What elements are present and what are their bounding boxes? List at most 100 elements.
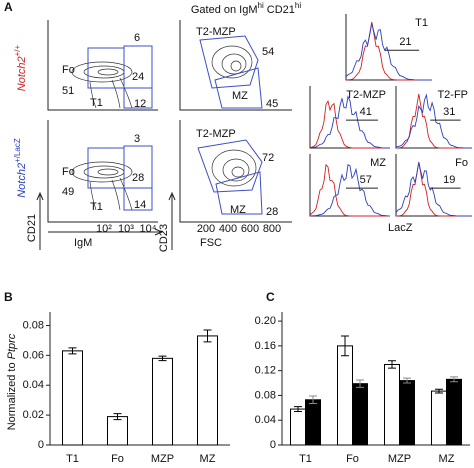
plot-axis (179, 20, 292, 111)
bar (431, 390, 447, 446)
tick-label: 10² (96, 223, 112, 235)
y-tick-label: 0.08 (23, 319, 44, 331)
panel-label: B (4, 290, 13, 304)
tick-label: 800 (263, 223, 281, 235)
tick-label: 10⁴ (140, 223, 157, 235)
gene: Notch2 (16, 56, 28, 91)
hist-name: T2-FP (437, 89, 468, 101)
gate-name: MZ (230, 204, 246, 216)
axis-arrow (168, 191, 176, 250)
panel-label: A (4, 0, 13, 14)
axis-label: CD23 (158, 224, 170, 252)
gate-text: Gated on IgM (191, 4, 258, 16)
tick-label: 600 (241, 223, 259, 235)
gate-pct: 6 (134, 32, 140, 44)
error-bar (158, 355, 167, 362)
error-bar (341, 335, 349, 357)
bar (197, 335, 218, 446)
hist-curve (309, 163, 390, 217)
hist-pct: 41 (360, 106, 372, 118)
error-bar (450, 376, 458, 383)
hist-curve (395, 93, 472, 149)
y-tick-label: 0.16 (255, 340, 276, 352)
gate-pct: 51 (62, 85, 74, 97)
y-tick-label: 0.12 (255, 365, 276, 377)
hist-curve (309, 100, 390, 149)
x-tick-label: T1 (66, 453, 79, 465)
contours (71, 45, 257, 211)
y-tick-label: 0.06 (23, 349, 44, 361)
error-bar (113, 413, 122, 421)
hist-name: MZ (370, 157, 386, 169)
gate-name: Fo (62, 64, 75, 76)
gate-name: T1 (90, 201, 103, 213)
hist-pct: 57 (360, 174, 372, 186)
tick-label: 400 (219, 223, 237, 235)
axis-label: LacZ (388, 222, 413, 234)
hist-pct: 21 (399, 36, 411, 48)
gate-name: T2-MZP (196, 128, 236, 140)
error-bar (388, 360, 396, 369)
axis-label: FSC (200, 237, 222, 249)
y-label-part: Ptprc (6, 333, 18, 359)
bar (62, 350, 83, 446)
x-tick-label: MZ (200, 453, 216, 465)
hist-name: Fo (455, 157, 468, 169)
bar (446, 378, 462, 446)
gate-name: Fo (62, 166, 75, 178)
error-bar (68, 347, 77, 355)
axis-label: CD21 (26, 214, 38, 242)
x-tick-label: T1 (299, 453, 312, 465)
gate-pct: 72 (262, 152, 274, 164)
hist-curve (345, 21, 432, 81)
gate-pct: 45 (266, 98, 278, 110)
error-bar (403, 377, 411, 384)
y-label-part: Normalized to (6, 359, 18, 430)
gate-pct: 24 (132, 71, 144, 83)
x-tick-label: MZP (388, 453, 411, 465)
y-tick-label: 0 (270, 439, 276, 451)
x-tick-label: MZ (439, 453, 455, 465)
y-tick-label: 0.02 (23, 409, 44, 421)
allele: +/LacZ (13, 138, 22, 163)
bar (107, 416, 128, 446)
gates (87, 35, 263, 215)
error-bar (294, 406, 302, 413)
error-bar (309, 395, 317, 404)
gate-text: CD21 (264, 4, 295, 16)
bar (399, 380, 415, 446)
x-tick-label: Fo (346, 453, 359, 465)
x-tick-label: Fo (111, 453, 124, 465)
gate-pct: 3 (134, 133, 140, 145)
y-tick-label: 0 (38, 439, 44, 451)
gate-pct: 12 (134, 98, 146, 110)
gate-name: MZ (232, 90, 248, 102)
plot-axis (179, 120, 292, 223)
axis-arrow (36, 191, 44, 250)
bar (152, 357, 173, 446)
gate-pct: 14 (134, 199, 146, 211)
gate-label: Gated on IgMhi CD21hi (191, 1, 302, 16)
x-tick-label: MZP (151, 453, 174, 465)
panel-label: C (266, 290, 275, 304)
tick-label: 200 (197, 223, 215, 235)
gate-name: T2-MZP (196, 26, 236, 38)
error-bar (203, 329, 212, 343)
axis-arrow (48, 228, 164, 236)
allele: +/+ (13, 44, 22, 56)
hist-curve (395, 161, 472, 217)
gate-pct: 54 (262, 46, 274, 58)
hist-name: T1 (415, 17, 428, 29)
y-tick-label: 0.04 (255, 414, 276, 426)
gene: Notch2 (16, 163, 28, 198)
gate-pct: 49 (62, 186, 74, 198)
hist-curve (309, 163, 390, 217)
bar (290, 408, 306, 446)
hist-curve (345, 23, 432, 81)
tick-label: 10³ (118, 223, 134, 235)
hist-curve (395, 162, 472, 217)
bar (305, 399, 321, 446)
genotype-label: Notch2+/LacZ (13, 138, 28, 198)
y-tick-label: 0.04 (23, 379, 44, 391)
gate-pct: 28 (132, 172, 144, 184)
